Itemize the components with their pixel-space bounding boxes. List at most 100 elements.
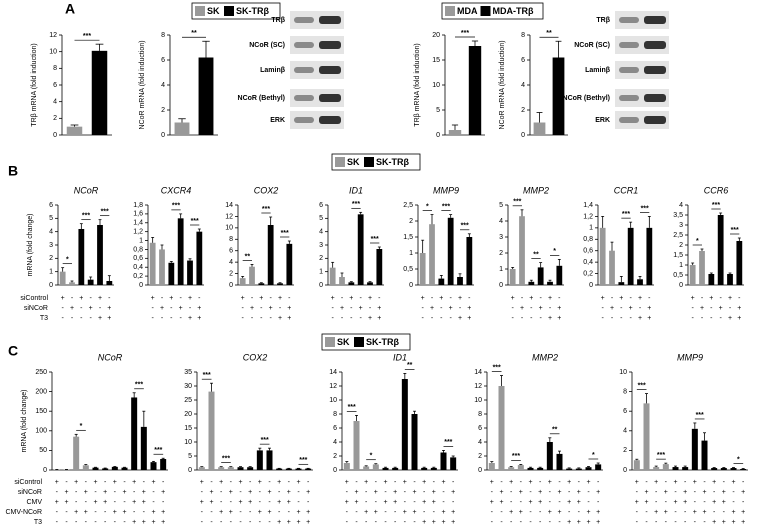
- condition-sign: +: [412, 489, 416, 496]
- condition-sign: +: [490, 499, 494, 506]
- legend-swatch: [325, 337, 335, 347]
- y-tick-label: 0: [478, 467, 482, 474]
- condition-sign: +: [306, 519, 310, 526]
- condition-sign: -: [423, 489, 426, 496]
- condition-sign: -: [710, 315, 713, 322]
- y-tick-label: 6: [319, 202, 323, 209]
- y-tick-label: 1,4: [583, 202, 593, 209]
- y-tick-label: 0,8: [583, 236, 593, 243]
- bar: [609, 250, 615, 285]
- y-tick-label: 6: [623, 408, 627, 415]
- condition-sign: -: [665, 499, 668, 506]
- condition-sign: +: [331, 295, 335, 302]
- condition-sign: +: [188, 295, 192, 302]
- condition-sign: -: [56, 519, 59, 526]
- condition-sign: -: [431, 315, 434, 322]
- significance-label: ***: [622, 211, 630, 218]
- bar: [727, 274, 733, 285]
- bar: [546, 442, 553, 470]
- significance-label: *: [80, 423, 83, 430]
- y-tick-label: 0: [623, 467, 627, 474]
- bar: [637, 279, 643, 285]
- legend-swatch: [224, 6, 234, 16]
- condition-sign: +: [113, 509, 117, 516]
- condition-sign: -: [161, 315, 164, 322]
- condition-sign: +: [161, 489, 165, 496]
- significance-label: **: [533, 251, 539, 258]
- condition-sign: -: [578, 509, 581, 516]
- blot-band: [619, 117, 639, 123]
- y-tick-label: 1,8: [133, 202, 143, 209]
- condition-sign: +: [354, 499, 358, 506]
- condition-sign: +: [98, 315, 102, 322]
- condition-sign: -: [636, 509, 639, 516]
- condition-sign: -: [143, 479, 146, 486]
- condition-sign: -: [629, 315, 632, 322]
- y-tick-label: 2: [333, 453, 337, 460]
- bar: [82, 465, 89, 470]
- significance-label: *: [370, 453, 373, 460]
- bar: [339, 277, 345, 285]
- y-tick-label: 1,2: [583, 213, 593, 220]
- condition-sign: +: [364, 509, 368, 516]
- condition-sign: +: [250, 305, 254, 312]
- bar: [392, 467, 399, 470]
- y-tick-label: 1,5: [403, 234, 413, 241]
- y-tick-label: 1,2: [133, 229, 143, 236]
- condition-sign: +: [719, 305, 723, 312]
- condition-sign: -: [365, 519, 368, 526]
- condition-sign: +: [296, 519, 300, 526]
- y-tick-label: 10: [619, 369, 627, 376]
- condition-sign: +: [132, 479, 136, 486]
- condition-sign: +: [499, 499, 503, 506]
- condition-sign: +: [278, 295, 282, 302]
- condition-sign: -: [413, 519, 416, 526]
- y-tick-label: 0,2: [583, 270, 593, 277]
- condition-sign: -: [269, 315, 272, 322]
- condition-sign: -: [359, 315, 362, 322]
- condition-sign: -: [539, 519, 542, 526]
- condition-sign: +: [629, 305, 633, 312]
- y-tick-label: 100: [35, 428, 47, 435]
- condition-sign: +: [259, 295, 263, 302]
- condition-sign: +: [345, 499, 349, 506]
- y-tick-label: 8: [333, 411, 337, 418]
- y-tick-label: 0: [188, 467, 192, 474]
- bar: [357, 214, 364, 285]
- condition-sign: -: [394, 509, 397, 516]
- condition-sign: -: [655, 519, 658, 526]
- condition-sign: -: [239, 519, 242, 526]
- condition-sign: +: [377, 305, 381, 312]
- condition-sign: +: [722, 489, 726, 496]
- condition-sign: -: [350, 315, 353, 322]
- y-tick-label: 6: [49, 202, 53, 209]
- condition-sign: +: [683, 489, 687, 496]
- bar: [411, 414, 418, 470]
- condition-sign: -: [268, 479, 271, 486]
- bar: [519, 216, 525, 285]
- legend-swatch: [335, 157, 345, 167]
- y-tick-label: 0: [319, 282, 323, 289]
- condition-sign: -: [710, 305, 713, 312]
- bar: [448, 130, 462, 135]
- condition-sign: -: [674, 509, 677, 516]
- condition-label: siNCoR: [24, 305, 48, 312]
- condition-sign: -: [611, 295, 614, 302]
- condition-sign: -: [365, 489, 368, 496]
- condition-sign: +: [567, 519, 571, 526]
- condition-sign: +: [169, 295, 173, 302]
- bar: [740, 469, 747, 470]
- condition-sign: +: [238, 499, 242, 506]
- condition-sign: -: [375, 479, 378, 486]
- condition-sign: -: [449, 315, 452, 322]
- significance-label: ***: [299, 457, 307, 464]
- bar: [691, 428, 698, 470]
- condition-sign: -: [114, 489, 117, 496]
- condition-sign: +: [728, 295, 732, 302]
- significance-label: ***: [657, 452, 665, 459]
- condition-sign: +: [557, 509, 561, 516]
- condition-sign: -: [71, 295, 74, 302]
- condition-sign: +: [586, 509, 590, 516]
- condition-sign: -: [71, 315, 74, 322]
- condition-sign: -: [378, 295, 381, 302]
